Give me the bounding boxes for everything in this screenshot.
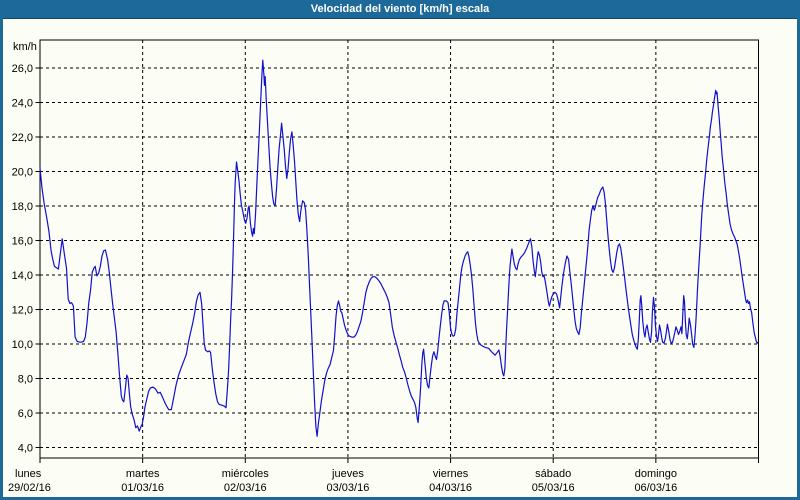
x-date-label: 06/03/16 [634,482,677,494]
y-tick-label: 16,0 [12,236,33,248]
x-date-label: 29/02/16 [8,482,51,494]
y-tick-label: 18,0 [12,201,33,213]
y-tick-label: 14,0 [12,270,33,282]
y-axis-unit-label: km/h [13,41,37,53]
x-day-label: sábado [535,468,571,480]
chart-axis-labels: 26,0 24,0 22,0 20,0 18,0 16,0 14,0 12,0 10,0 8,0 6… [8,63,677,494]
y-tick-label: 10,0 [12,339,33,351]
x-date-label: 05/03/16 [532,482,575,494]
y-tick-label: 24,0 [12,98,33,110]
x-day-label: jueves [331,468,364,480]
x-day-label: lunes [15,468,42,480]
y-tick-label: 4,0 [18,443,33,455]
y-tick-label: 6,0 [18,408,33,420]
x-day-label: martes [126,468,160,480]
x-day-label: viernes [433,468,469,480]
y-tick-label: 20,0 [12,167,33,179]
title-bar: Velocidad del viento [km/h] escala [0,0,800,19]
chart-gridlines [40,40,759,458]
wind-speed-line [39,59,759,437]
chart-axes [35,39,759,463]
plot-border [39,39,759,459]
x-day-label: miércoles [222,468,270,480]
x-date-label: 03/03/16 [327,482,370,494]
y-tick-label: 26,0 [12,63,33,75]
x-date-label: 04/03/16 [429,482,472,494]
x-date-label: 02/03/16 [224,482,267,494]
y-tick-label: 8,0 [18,374,33,386]
x-date-label: 01/03/16 [121,482,164,494]
chart-series [39,59,759,437]
y-tick-label: 12,0 [12,305,33,317]
y-tick-label: 22,0 [12,132,33,144]
x-day-label: domingo [635,468,677,480]
window-title: Velocidad del viento [km/h] escala [310,3,490,15]
